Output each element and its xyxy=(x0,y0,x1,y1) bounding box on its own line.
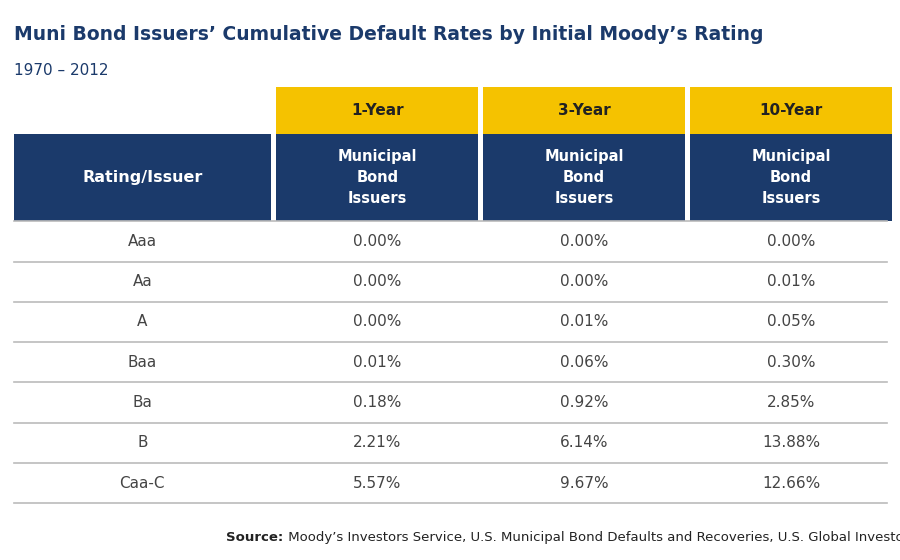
Text: 0.06%: 0.06% xyxy=(560,355,608,370)
Text: 12.66%: 12.66% xyxy=(762,476,820,491)
Text: 2.85%: 2.85% xyxy=(767,395,815,410)
Text: Ba: Ba xyxy=(132,395,152,410)
Text: Municipal
Bond
Issuers: Municipal Bond Issuers xyxy=(338,150,417,206)
Text: 0.00%: 0.00% xyxy=(560,234,608,249)
Text: 6.14%: 6.14% xyxy=(560,436,608,450)
Text: 0.18%: 0.18% xyxy=(353,395,401,410)
Text: Aaa: Aaa xyxy=(128,234,157,249)
Text: 0.00%: 0.00% xyxy=(353,234,401,249)
Text: 9.67%: 9.67% xyxy=(560,476,608,491)
Text: 0.05%: 0.05% xyxy=(767,315,815,329)
Text: Moody’s Investors Service, U.S. Municipal Bond Defaults and Recoveries, U.S. Glo: Moody’s Investors Service, U.S. Municipa… xyxy=(284,531,900,544)
Text: 0.00%: 0.00% xyxy=(767,234,815,249)
Text: 0.00%: 0.00% xyxy=(560,274,608,289)
Text: 2.21%: 2.21% xyxy=(353,436,401,450)
Text: 10-Year: 10-Year xyxy=(760,103,823,118)
Text: Municipal
Bond
Issuers: Municipal Bond Issuers xyxy=(544,150,624,206)
Text: Rating/Issuer: Rating/Issuer xyxy=(82,170,202,185)
Text: 3-Year: 3-Year xyxy=(558,103,610,118)
Text: 0.30%: 0.30% xyxy=(767,355,815,370)
Text: 0.01%: 0.01% xyxy=(353,355,401,370)
Text: 1-Year: 1-Year xyxy=(351,103,403,118)
Text: 0.92%: 0.92% xyxy=(560,395,608,410)
Text: 1970 – 2012: 1970 – 2012 xyxy=(14,63,108,78)
Text: Aa: Aa xyxy=(132,274,152,289)
Text: Muni Bond Issuers’ Cumulative Default Rates by Initial Moody’s Rating: Muni Bond Issuers’ Cumulative Default Ra… xyxy=(14,25,763,44)
Text: Source:: Source: xyxy=(226,531,284,544)
Text: 0.01%: 0.01% xyxy=(767,274,815,289)
Text: B: B xyxy=(137,436,148,450)
Text: 13.88%: 13.88% xyxy=(762,436,820,450)
Text: Baa: Baa xyxy=(128,355,157,370)
Text: 0.00%: 0.00% xyxy=(353,274,401,289)
Text: Municipal
Bond
Issuers: Municipal Bond Issuers xyxy=(752,150,831,206)
Text: 0.01%: 0.01% xyxy=(560,315,608,329)
Text: 5.57%: 5.57% xyxy=(353,476,401,491)
Text: 0.00%: 0.00% xyxy=(353,315,401,329)
Text: Caa-C: Caa-C xyxy=(120,476,165,491)
Text: A: A xyxy=(137,315,148,329)
